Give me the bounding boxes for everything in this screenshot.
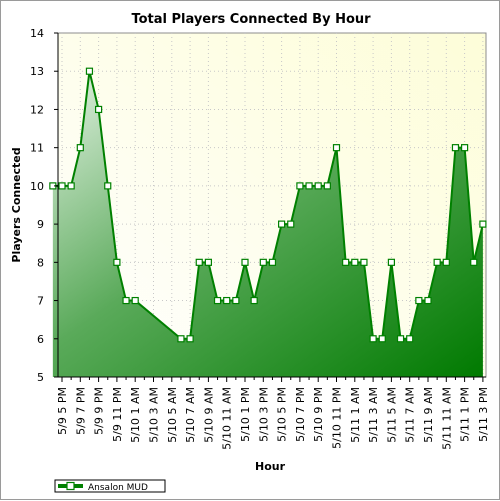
y-tick-label: 5: [37, 371, 44, 384]
x-tick-label: 5/10 1 AM: [129, 387, 142, 443]
y-tick-label: 13: [30, 65, 44, 78]
data-point: [76, 144, 84, 152]
x-tick-label: 5/11 9 AM: [422, 387, 435, 443]
data-point: [424, 296, 432, 305]
x-tick-label: 5/10 7 PM: [294, 387, 307, 442]
data-point: [387, 258, 395, 266]
data-point: [177, 335, 185, 343]
data-point: [85, 67, 94, 75]
x-tick-label: 5/11 11 AM: [440, 387, 453, 450]
x-tick-label: 5/11 3 PM: [477, 387, 490, 442]
legend: Ansalon MUD: [54, 479, 166, 493]
series-line: [52, 70, 484, 340]
data-point: [278, 220, 286, 228]
x-tick-label: 5/10 7 AM: [184, 387, 197, 443]
data-point: [104, 182, 112, 190]
data-point: [287, 220, 295, 228]
y-tick-label: 12: [30, 103, 44, 116]
data-point: [122, 296, 130, 305]
data-point: [94, 105, 103, 114]
y-axis-title: Players Connected: [10, 147, 23, 262]
data-point: [378, 335, 386, 343]
data-point: [323, 182, 331, 190]
x-axis-title: Hour: [255, 460, 286, 473]
x-tick-label: 5/11 1 PM: [459, 387, 472, 442]
x-tick-label: 5/11 3 AM: [367, 387, 380, 443]
data-point: [442, 258, 450, 266]
data-point: [396, 335, 405, 343]
x-tick-label: 5/11 7 AM: [404, 387, 417, 443]
data-point: [461, 144, 469, 152]
x-tick-label: 5/10 9 AM: [202, 387, 215, 443]
data-point: [241, 258, 249, 266]
x-tick-label: 5/10 5 PM: [276, 387, 289, 442]
data-point: [268, 258, 277, 266]
x-axis: 5/9 5 PM 5/9 7 PM 5/9 9 PM 5/9 11 PM 5/10 1 …: [56, 376, 490, 450]
y-tick-label: 11: [30, 142, 44, 155]
data-point: [204, 258, 212, 266]
x-tick-label: 5/10 1 PM: [239, 387, 252, 442]
x-tick-label: 5/9 9 PM: [93, 387, 106, 435]
legend-label: Ansalon MUD: [88, 483, 148, 493]
data-point: [360, 258, 368, 266]
data-point: [479, 220, 487, 228]
x-tick-label: 5/10 11 AM: [221, 387, 234, 450]
x-tick-label: 5/10 3 AM: [148, 387, 161, 443]
x-tick-label: 5/9 5 PM: [56, 387, 69, 435]
data-point: [186, 335, 194, 343]
x-tick-label: 5/10 11 PM: [331, 387, 344, 449]
x-tick-label: 5/9 7 PM: [74, 387, 87, 435]
data-point: [195, 258, 203, 266]
x-tick-label: 5/10 9 PM: [312, 387, 325, 442]
y-tick-label: 14: [30, 27, 44, 40]
data-point: [351, 258, 359, 266]
x-tick-label: 5/10 5 AM: [166, 387, 179, 443]
data-point: [213, 296, 222, 305]
data-point: [451, 144, 460, 152]
data-point: [314, 182, 322, 190]
data-point: [67, 182, 75, 190]
data-point: [369, 335, 377, 343]
x-tick-label: 5/11 1 AM: [349, 387, 362, 443]
data-point: [415, 296, 423, 305]
x-tick-label: 5/11 5 AM: [385, 387, 398, 443]
y-tick-label: 10: [30, 180, 44, 193]
data-point: [342, 258, 350, 266]
y-axis: 5 6 7 8 9 10 11 12 13 14: [30, 27, 59, 384]
data-point: [305, 182, 313, 190]
y-tick-label: 7: [37, 295, 44, 308]
data-point: [406, 335, 414, 343]
data-point: [113, 258, 121, 266]
data-point: [131, 296, 139, 305]
series-line-group: [52, 70, 484, 340]
data-point: [470, 258, 478, 266]
legend-swatch-marker: [66, 481, 75, 491]
data-point: [223, 296, 231, 305]
y-tick-label: 8: [37, 256, 44, 269]
y-tick-label: 9: [37, 218, 44, 231]
x-tick-label: 5/9 11 PM: [111, 387, 124, 442]
data-point: [433, 258, 441, 266]
data-point: [58, 182, 66, 190]
data-point: [232, 296, 240, 305]
data-point: [259, 258, 267, 266]
chart-title: Total Players Connected By Hour: [131, 12, 371, 27]
series-markers: [49, 67, 487, 343]
x-tick-label: 5/10 3 PM: [257, 387, 270, 442]
legend-box: [54, 479, 166, 493]
data-point: [332, 144, 341, 152]
y-tick-label: 6: [37, 333, 44, 346]
data-point: [250, 296, 258, 305]
data-point: [296, 182, 304, 190]
